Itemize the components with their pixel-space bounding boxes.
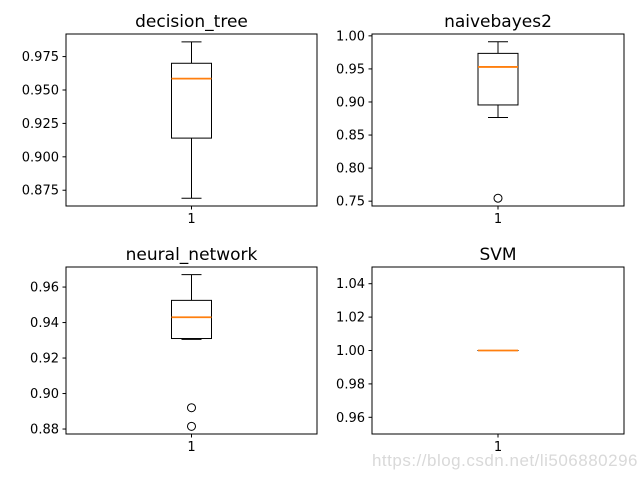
axes-svm: 0.96 0.98 1.00 1.02 1.04 1 xyxy=(336,266,625,455)
outlier-marker xyxy=(187,403,196,413)
subplot-neural-network: neural_network 0.88 0.90 0.92 0.94 0.96 1 xyxy=(30,245,318,455)
axes-frame xyxy=(371,33,625,207)
x-tick-label: 1 xyxy=(187,212,195,227)
y-tick-label: 1.04 xyxy=(336,277,365,292)
outlier-marker xyxy=(493,193,503,203)
axes-naivebayes2: 0.75 0.80 0.85 0.90 0.95 1.00 1 xyxy=(336,29,625,227)
y-tick-label: 0.92 xyxy=(30,352,59,367)
axes-decision-tree: 0.875 0.900 0.925 0.950 0.975 1 xyxy=(22,33,318,227)
axes-neural-network: 0.88 0.90 0.92 0.94 0.96 1 xyxy=(30,266,318,455)
y-tick-label: 0.94 xyxy=(30,316,59,331)
x-tick-label: 1 xyxy=(494,212,502,227)
y-tick-label: 1.02 xyxy=(336,311,365,326)
y-tick-label: 0.900 xyxy=(22,150,59,165)
y-tick-label: 0.96 xyxy=(30,281,59,296)
y-tick-label: 0.88 xyxy=(30,423,59,438)
y-tick-label: 0.950 xyxy=(22,83,59,98)
subplot-naivebayes2: naivebayes2 0.75 0.80 0.85 0.90 0.95 1.00 1 xyxy=(336,12,625,227)
y-tick-label: 0.925 xyxy=(22,117,59,132)
y-tick-label: 0.98 xyxy=(336,377,365,392)
iqr-box xyxy=(477,52,519,106)
subplot-title: naivebayes2 xyxy=(444,12,552,32)
y-tick-label: 0.875 xyxy=(22,184,59,199)
y-tick-label: 0.96 xyxy=(336,411,365,426)
subplot-title: SVM xyxy=(479,245,516,265)
y-tick-label: 0.90 xyxy=(336,95,365,110)
subplot-title: neural_network xyxy=(126,245,258,265)
y-tick-label: 0.75 xyxy=(336,195,365,210)
subplot-title: decision_tree xyxy=(135,12,248,32)
iqr-box xyxy=(171,299,212,340)
x-tick-label: 1 xyxy=(187,440,195,455)
y-tick-label: 0.90 xyxy=(30,387,59,402)
y-tick-label: 0.95 xyxy=(336,62,365,77)
x-tick-label: 1 xyxy=(494,440,502,455)
y-tick-label: 0.975 xyxy=(22,50,59,65)
y-tick-label: 1.00 xyxy=(336,344,365,359)
watermark-text: https://blog.csdn.net/li506880296 xyxy=(371,451,638,470)
outlier-marker xyxy=(187,421,196,431)
subplot-decision-tree: decision_tree 0.875 0.900 0.925 0.950 0.975 1 xyxy=(22,12,318,227)
subplot-svm: SVM 0.96 0.98 1.00 1.02 1.04 1 xyxy=(336,245,625,455)
y-tick-label: 0.80 xyxy=(336,162,365,177)
y-tick-label: 1.00 xyxy=(336,29,365,44)
y-tick-label: 0.85 xyxy=(336,129,365,144)
iqr-box xyxy=(171,62,212,139)
